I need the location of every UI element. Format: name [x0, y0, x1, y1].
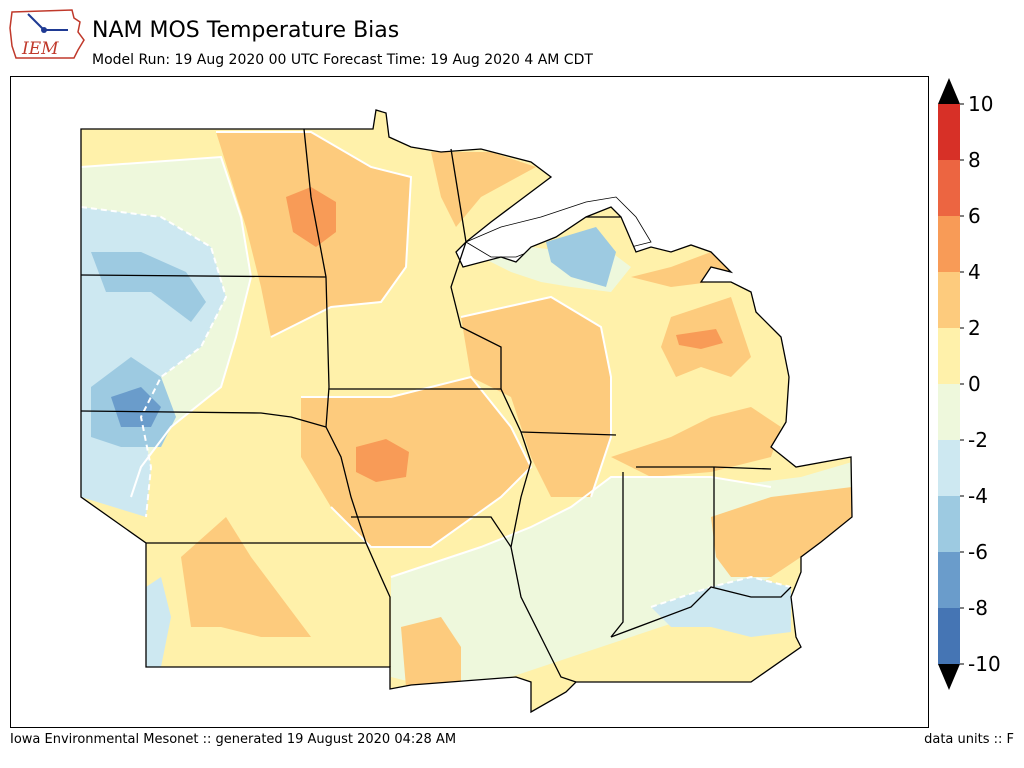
- footer-units: data units :: F: [924, 732, 1014, 747]
- bias-region-2-4: [401, 617, 461, 687]
- colorbar-tick-label: 2: [968, 316, 981, 340]
- bias-region-neg8-neg6: [111, 387, 161, 427]
- il-in-border: [610, 472, 624, 638]
- footer-attribution: Iowa Environmental Mesonet :: generated …: [10, 732, 457, 747]
- contour-lines: [80, 131, 792, 608]
- region-outline: [80, 109, 853, 714]
- map-panel: [10, 76, 929, 728]
- colorbar-segment: [938, 440, 960, 497]
- colorbar-segment: [938, 608, 960, 665]
- colorbar-tick-label: 0: [968, 372, 981, 396]
- colorbar-tick-label: -8: [968, 596, 988, 620]
- nd-sd-border: [80, 274, 327, 278]
- bias-region-2-4: [301, 377, 531, 547]
- colorbar-segment: [938, 160, 960, 217]
- colorbar-tick-label: 8: [968, 148, 981, 172]
- colorbar-over-triangle: [938, 78, 960, 104]
- bias-region-2-4: [431, 152, 536, 227]
- sd-ne-border: [80, 410, 327, 428]
- bias-region-neg2-0: [391, 477, 801, 687]
- colorbar-segment: [938, 272, 960, 329]
- bias-region-4-6: [286, 187, 336, 247]
- bias-region-2-4: [611, 407, 781, 477]
- colorbar-tick-label: 6: [968, 204, 981, 228]
- colorbar-segment: [938, 496, 960, 553]
- colorbar: 10 8 6 4 2 0 -2 -4 -6 -8 -10: [938, 78, 1001, 690]
- mn-west-border: [303, 128, 330, 428]
- iowa-outline-logo: [9, 9, 85, 59]
- wi-il-border: [520, 431, 617, 436]
- mississippi-river: [500, 388, 577, 683]
- station-mast-icon: [27, 13, 45, 31]
- bias-region-2-4: [461, 297, 611, 497]
- bias-map: [80, 109, 853, 714]
- colorbar-under-triangle: [938, 664, 960, 690]
- ohio-river: [610, 586, 792, 638]
- colorbar-segment: [938, 216, 960, 273]
- bias-region-2-4: [181, 517, 311, 637]
- mn-wi-border: [450, 148, 502, 389]
- colorbar-tick-label: -10: [968, 652, 1001, 676]
- state-boundaries: [80, 109, 853, 714]
- ia-mo-border: [351, 516, 512, 548]
- colorbar-segment: [938, 104, 960, 161]
- page-title: NAM MOS Temperature Bias: [92, 18, 400, 43]
- iem-logo: IEM: [9, 9, 85, 59]
- bias-region-neg6-neg4: [546, 227, 616, 287]
- colorbar-tick-label: -4: [968, 484, 988, 508]
- colorbar-segment: [938, 384, 960, 441]
- colorbar-segment: [938, 552, 960, 609]
- colorbar-tick-label: -2: [968, 428, 988, 452]
- colorbar-tick-label: 10: [968, 92, 993, 116]
- logo-text: IEM: [21, 39, 59, 59]
- bias-region-2-4: [711, 487, 852, 577]
- bias-region-neg6-neg4: [91, 252, 206, 322]
- bias-region-neg4-neg2: [651, 577, 791, 637]
- bias-region-4-6: [356, 439, 409, 482]
- page-subtitle: Model Run: 19 Aug 2020 00 UTC Forecast T…: [92, 52, 593, 68]
- colorbar-tick-label: 4: [968, 260, 981, 284]
- in-mi-border: [636, 466, 772, 470]
- mo-river: [325, 426, 391, 667]
- bias-region-4-6: [676, 329, 723, 349]
- colorbar-tick-label: -6: [968, 540, 988, 564]
- bias-region-neg4-neg2: [146, 577, 171, 667]
- colorbar-segment: [938, 328, 960, 385]
